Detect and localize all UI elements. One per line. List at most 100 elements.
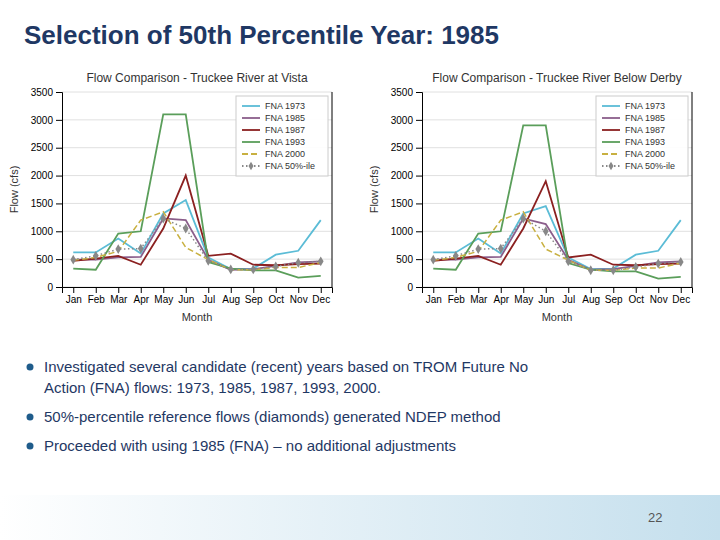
legend-label: FNA 1985 [265, 113, 305, 123]
plot-area [430, 125, 683, 278]
legend-swatch [602, 129, 620, 131]
marker [138, 244, 144, 254]
series-line [433, 125, 681, 278]
marker [250, 265, 256, 275]
tick: Sep [245, 287, 263, 305]
tick-mark [636, 287, 637, 293]
legend: FNA 1973FNA 1985FNA 1987FNA 1993FNA 2000… [236, 96, 328, 176]
tick-label: Mar [110, 294, 128, 305]
y-axis-title: Flow (cfs) [368, 166, 380, 214]
tick-mark [56, 231, 62, 232]
legend-swatch [602, 141, 620, 143]
tick: 3500 [391, 87, 422, 98]
legend-marker [248, 162, 253, 171]
series-line [433, 218, 681, 269]
tick-label: Jan [66, 294, 82, 305]
series-line [433, 212, 681, 271]
series-line [73, 218, 321, 269]
marker [205, 256, 211, 266]
series-line [73, 218, 321, 269]
tick-mark [231, 287, 232, 293]
axis-line [332, 92, 333, 287]
tick-mark [433, 287, 434, 293]
page: Selection of 50th Percentile Year: 1985 0… [0, 0, 720, 540]
axis-line [416, 93, 423, 288]
tick: 1000 [391, 226, 422, 237]
tick-mark [298, 287, 299, 293]
tick-mark [416, 148, 422, 149]
marker [565, 256, 571, 266]
tick-label: Jun [538, 294, 554, 305]
tick-mark [681, 287, 682, 293]
tick-mark [56, 203, 62, 204]
legend-swatch [602, 153, 620, 155]
tick-mark [416, 231, 422, 232]
tick-label: Oct [268, 294, 284, 305]
tick-mark [501, 287, 502, 293]
tick: Feb [88, 287, 106, 305]
bullet-text: Action (FNA) flows: 1973, 1985, 1987, 19… [44, 379, 381, 396]
tick: 2500 [391, 142, 422, 153]
marker [610, 265, 616, 275]
legend-label: FNA 1987 [625, 125, 665, 135]
tick: 500 [396, 254, 422, 265]
tick: Aug [222, 287, 240, 305]
tick: 3000 [31, 115, 62, 126]
series-line [73, 200, 321, 269]
tick-mark [478, 287, 479, 293]
marker [228, 265, 234, 275]
tick-label: Jan [426, 294, 442, 305]
marker [318, 256, 324, 266]
tick: 3000 [391, 115, 422, 126]
grid-line [422, 203, 692, 204]
legend-swatch [242, 105, 260, 107]
tick-mark [56, 287, 62, 288]
tick-label: 0 [47, 282, 53, 293]
tick-mark [56, 148, 62, 149]
tick-label: 1000 [391, 226, 414, 237]
tick-label: 3000 [391, 115, 414, 126]
legend-swatch [602, 117, 620, 119]
tick-mark [546, 287, 547, 293]
tick-label: Dec [672, 294, 690, 305]
tick: 1500 [391, 198, 422, 209]
tick-label: May [514, 294, 533, 305]
y-axis: 0500100015002000250030003500 [31, 87, 63, 293]
tick: Feb [448, 287, 466, 305]
marker [453, 251, 459, 261]
marker [430, 255, 436, 265]
bullet-text: Proceeded with using 1985 (FNA) – no add… [44, 437, 456, 454]
y-axis-title: Flow (cfs) [8, 166, 20, 214]
tick-label: Mar [470, 294, 488, 305]
legend-label: FNA 1985 [625, 113, 665, 123]
tick: 3500 [31, 87, 62, 98]
marker [498, 244, 504, 254]
bullet-dot [27, 364, 34, 371]
tick-label: Apr [493, 294, 509, 305]
tick-mark [163, 287, 164, 293]
tick: 500 [36, 254, 62, 265]
axis-line [692, 92, 693, 287]
marker [520, 214, 526, 224]
tick-label: 2500 [391, 142, 414, 153]
tick: Oct [268, 287, 284, 305]
legend-label: FNA 1987 [265, 125, 305, 135]
chart: 0500100015002000250030003500JanFebMarApr… [8, 71, 333, 323]
tick-mark [56, 176, 62, 177]
legend: FNA 1973FNA 1985FNA 1987FNA 1993FNA 2000… [596, 96, 688, 176]
page-title: Selection of 50th Percentile Year: 1985 [24, 20, 499, 50]
tick-label: Aug [222, 294, 240, 305]
tick-label: May [154, 294, 173, 305]
chart-title: Flow Comparison - Truckee River Below De… [432, 71, 681, 85]
tick-label: 2000 [391, 170, 414, 181]
tick-mark [613, 287, 614, 293]
legend-label: FNA 2000 [265, 149, 305, 159]
tick-mark [56, 259, 62, 260]
tick-label: Nov [650, 294, 668, 305]
legend-swatch [242, 141, 260, 143]
tick: 0 [47, 282, 62, 293]
tick-mark [568, 287, 569, 293]
tick: Jan [66, 287, 82, 305]
tick-label: 1500 [31, 198, 54, 209]
legend-swatch [602, 105, 620, 107]
